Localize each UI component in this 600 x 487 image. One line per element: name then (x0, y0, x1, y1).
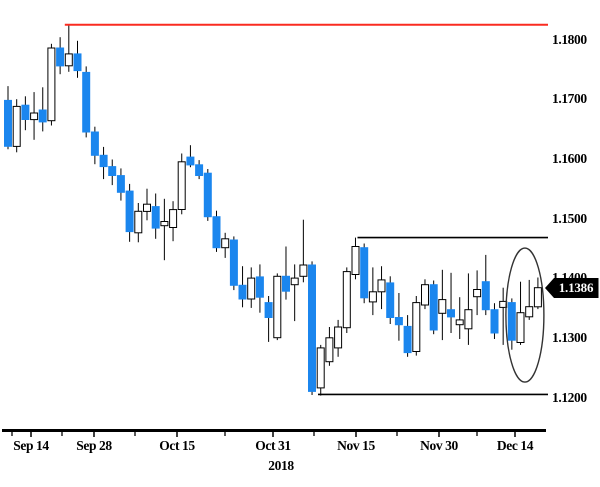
candle-body-up (143, 203, 151, 212)
candle-body-up (134, 210, 143, 234)
candle-body-down (490, 309, 499, 334)
candle-body-up (533, 287, 542, 308)
annotations-layer (64, 23, 548, 396)
y-axis-label-1.1800: 1.1800 (552, 32, 587, 47)
candle-body-down (212, 216, 221, 249)
candle-body-up (12, 105, 21, 147)
candle-body-up (334, 326, 343, 349)
candle-body-down (56, 47, 65, 67)
candles-layer (4, 25, 542, 396)
x-axis-label-sep28: Sep 28 (76, 438, 112, 453)
candle-body-down (229, 239, 238, 286)
candle-body-down (90, 131, 99, 156)
candle-body-down (203, 172, 212, 218)
candle-body-up (351, 246, 360, 275)
candle-body-down (21, 104, 30, 120)
candle-body-down (82, 71, 91, 133)
candle-body-up (325, 337, 334, 363)
candle-body-up (273, 275, 282, 339)
x-axis-label-dec14: Dec 14 (497, 438, 534, 453)
x-axis-label-nov30: Nov 30 (420, 438, 458, 453)
candle-body-up (30, 112, 39, 121)
candle-body-up (438, 299, 447, 314)
candle-body-down (360, 247, 369, 299)
candle-body-down (403, 325, 412, 354)
candle-body-down (73, 53, 82, 72)
x-axis-year-label: 2018 (268, 458, 294, 473)
candle-body-up (169, 209, 178, 229)
y-axis-label-1.1300: 1.1300 (552, 330, 587, 345)
candle-body-up (516, 312, 525, 344)
candle-body-up (47, 47, 56, 122)
y-axis-label-1.1600: 1.1600 (552, 151, 587, 166)
candle-body-down (151, 206, 160, 229)
candle-body-down (99, 154, 108, 168)
candle-body-up (316, 347, 325, 389)
ellipse-highlight-annotation (505, 247, 545, 383)
candle-body-up (64, 53, 73, 67)
candle-body-up (247, 277, 256, 300)
y-axis-label-1.1700: 1.1700 (552, 91, 587, 106)
candle-body-up (464, 309, 473, 330)
candle-body-up (342, 271, 351, 329)
candle-body-up (455, 319, 464, 326)
candle-body-up (421, 284, 429, 306)
x-axis-label-nov15: Nov 15 (337, 438, 375, 453)
axis-ticks-layer (11, 431, 516, 437)
x-axis-label-sep14: Sep 14 (13, 438, 49, 453)
candle-body-up (473, 289, 482, 298)
candle-body-down (38, 109, 47, 123)
candle-body-down (116, 175, 125, 193)
x-axis-label-oct31: Oct 31 (255, 438, 291, 453)
y-axis-label-1.1200: 1.1200 (552, 390, 587, 405)
candle-body-up (368, 291, 377, 303)
candle-body-down (507, 302, 516, 341)
candle-body-down (481, 281, 490, 311)
candle-body-down (186, 156, 195, 166)
candle-body-down (447, 309, 455, 318)
candle-body-down (238, 284, 247, 300)
candle-body-down (125, 190, 134, 233)
candle-body-up (221, 238, 230, 249)
candle-body-up (525, 306, 534, 318)
x-axis-line (2, 429, 546, 432)
candle-body-up (177, 161, 186, 211)
last-price-tag (545, 278, 599, 298)
candle-body-down (429, 284, 438, 331)
candle-body-down (195, 164, 204, 177)
candle-body-down (255, 276, 264, 298)
x-axis-label-oct15: Oct 15 (159, 438, 195, 453)
candle-body-down (386, 282, 395, 318)
candle-body-up (290, 277, 299, 286)
candle-body-down (394, 317, 403, 326)
candle-body-down (264, 302, 273, 319)
candle-body-up (299, 264, 308, 277)
candle-body-up (412, 302, 421, 353)
last-price-tag-label: 1.1386 (559, 280, 594, 295)
candle-body-up (160, 221, 169, 227)
candle-body-down (282, 275, 290, 292)
candle-body-down (108, 166, 117, 177)
candle-body-up (377, 279, 386, 293)
candle-body-down (308, 264, 316, 392)
y-axis-label-1.1500: 1.1500 (552, 211, 587, 226)
candle-body-down (4, 99, 12, 147)
